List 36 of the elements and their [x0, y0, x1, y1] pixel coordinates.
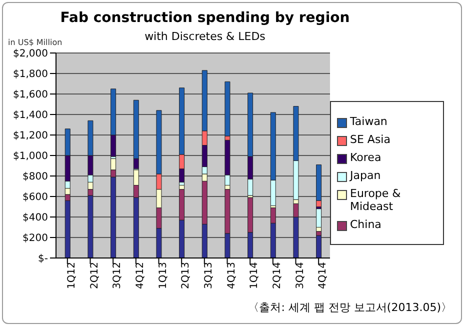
x-tick-label: 1Q14 — [249, 262, 260, 289]
y-tick-label: $1,800 — [13, 69, 48, 80]
x-tick-label: 2Q13 — [180, 262, 192, 289]
x-tick-label: 1Q12 — [66, 262, 78, 289]
x-tick-label: 4Q13 — [226, 262, 238, 289]
y-tick-label: $1,400 — [13, 110, 48, 122]
bar — [224, 81, 230, 136]
y-tick-label: $200 — [22, 233, 48, 244]
legend-label: China — [350, 218, 382, 231]
x-tick-label: 2Q12 — [89, 262, 100, 289]
y-tick-label: $1,200 — [13, 130, 48, 142]
bar — [316, 208, 322, 228]
legend-label: SE Asia — [350, 133, 390, 146]
y-tick-label: $2,000 — [13, 48, 48, 60]
x-tick-label: 4Q12 — [135, 262, 146, 289]
y-tick-label: $1,000 — [13, 151, 48, 162]
y-tick-label: $800 — [22, 172, 48, 183]
y-tick-label: $1,600 — [13, 90, 48, 101]
x-tick-label: 4Q14 — [318, 262, 329, 289]
legend-label: Japan — [350, 169, 381, 182]
legend-label: Europe & Mideast — [350, 187, 402, 213]
legend-label: Korea — [350, 151, 382, 164]
text: 〈출처: 세계 팹 전망 보고서(2013.05)〉 — [248, 300, 452, 315]
chart-title: Fab construction spending by region — [59, 10, 351, 26]
x-tick-label: 2Q14 — [272, 262, 284, 289]
chart-subtitle: with Discretes & LEDs — [144, 30, 266, 43]
x-tick-label: 3Q13 — [204, 262, 215, 289]
bar — [316, 235, 322, 258]
x-tick-label: 1Q13 — [158, 262, 169, 289]
x-tick-label: 3Q12 — [112, 262, 124, 289]
x-tick-label: 3Q14 — [294, 262, 306, 289]
y-tick-label: $600 — [22, 192, 48, 204]
legend-label: Taiwan — [350, 115, 388, 128]
y-axis-title: in US$ Million — [8, 38, 62, 47]
y-tick-label: $- — [38, 254, 48, 265]
y-tick-label: $400 — [22, 212, 48, 224]
